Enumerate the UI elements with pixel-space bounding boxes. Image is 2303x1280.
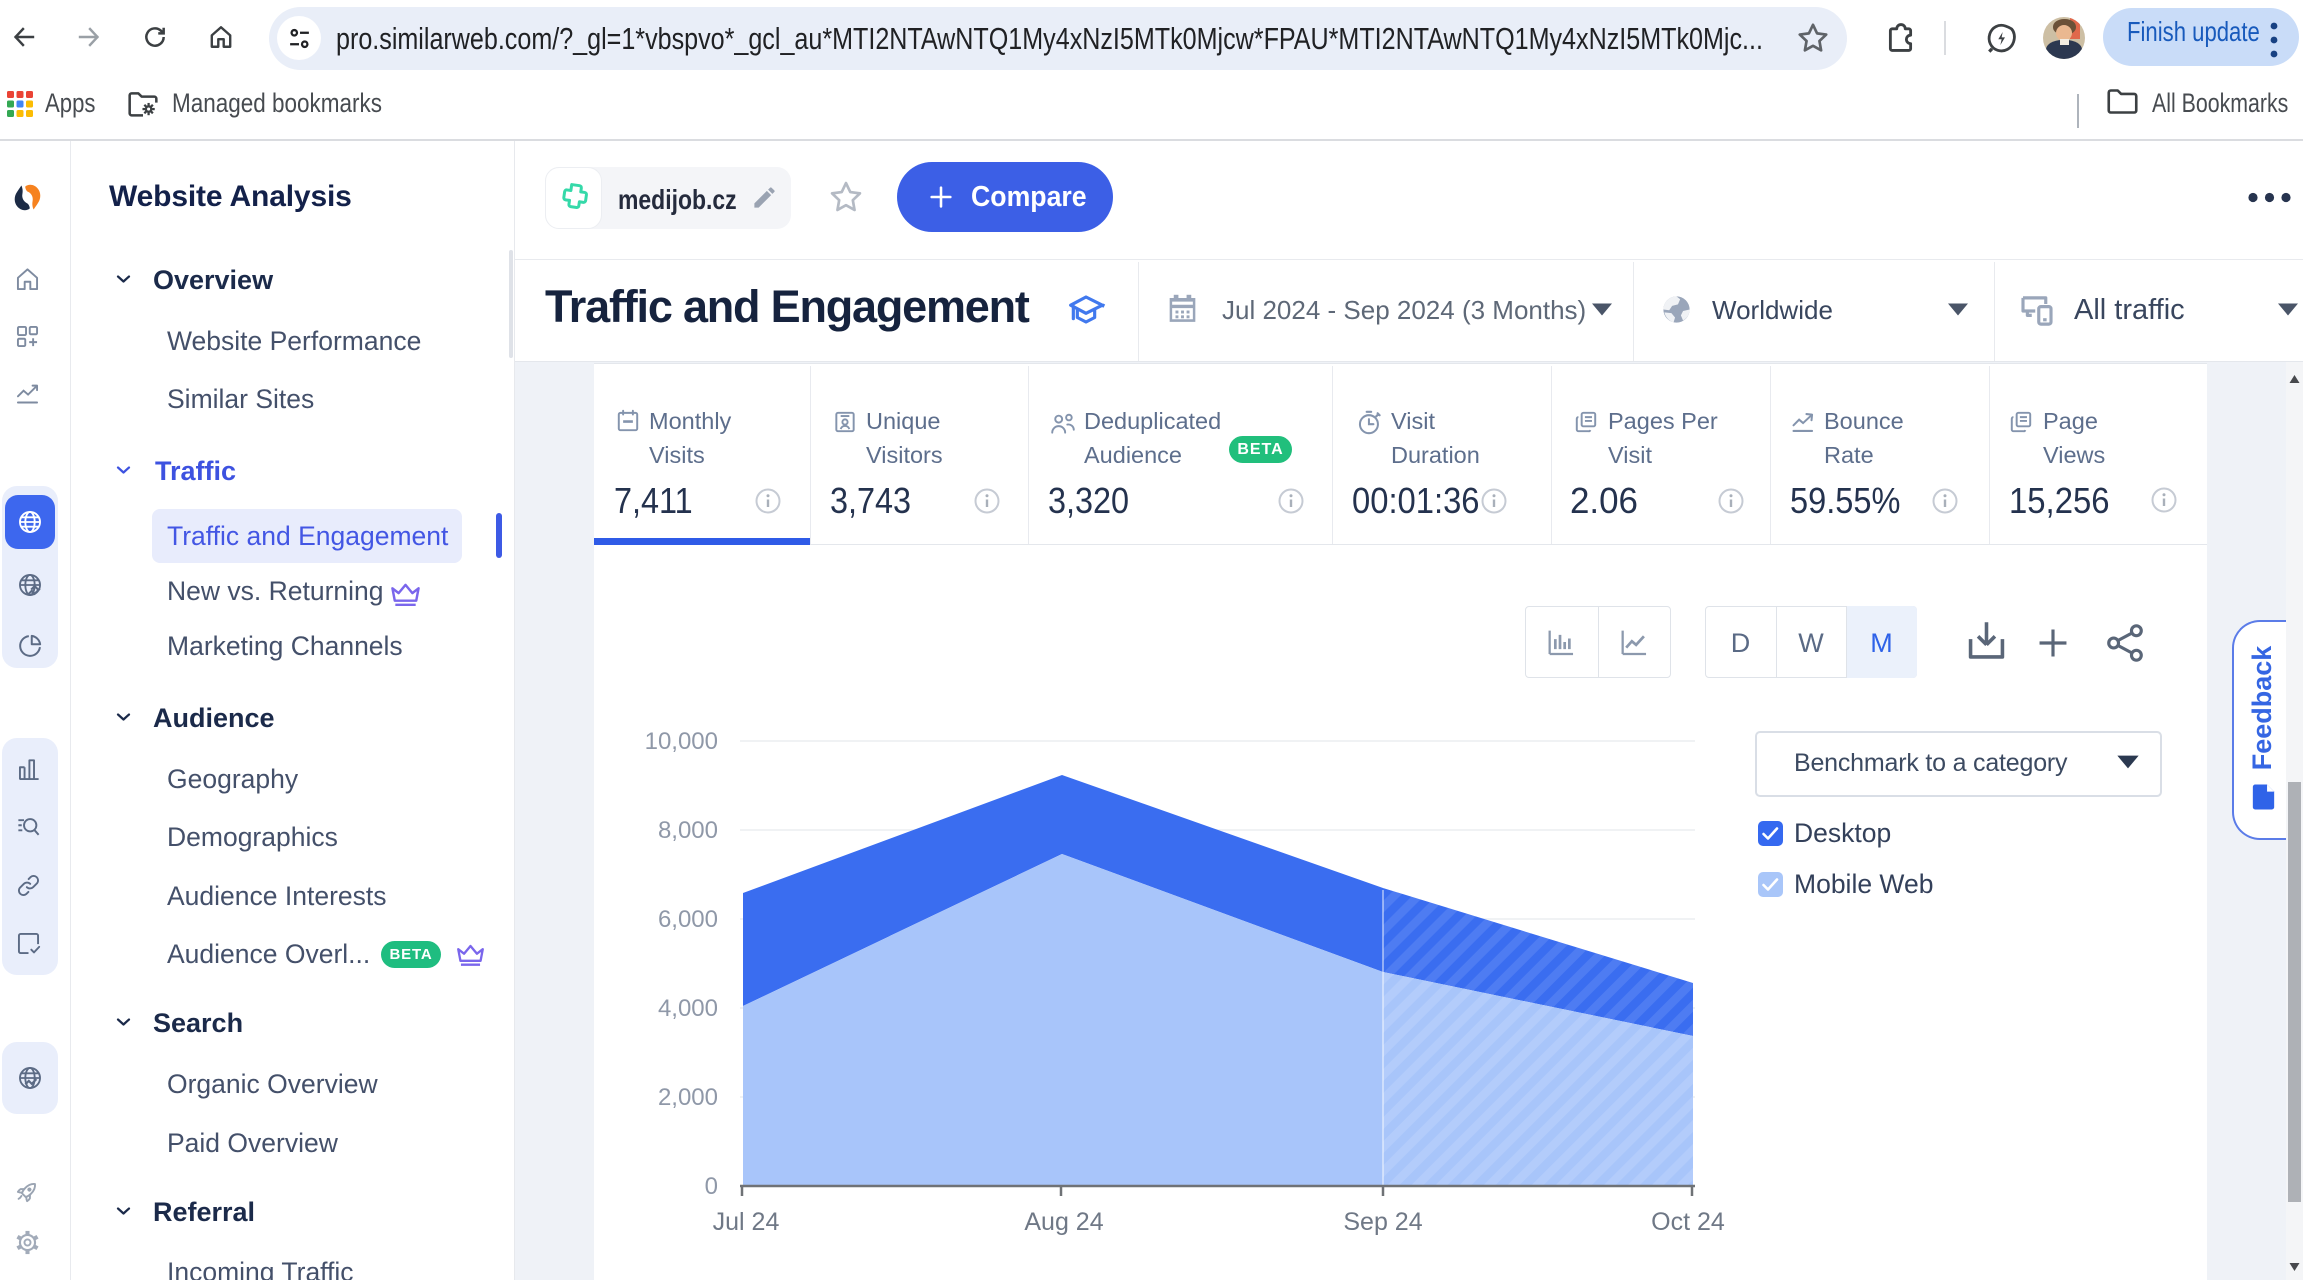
svg-text:Aug 24: Aug 24 [1024, 1208, 1103, 1236]
svg-text:2,000: 2,000 [658, 1084, 718, 1111]
svg-text:8,000: 8,000 [658, 817, 718, 844]
svg-text:10,000: 10,000 [645, 728, 718, 755]
svg-text:4,000: 4,000 [658, 995, 718, 1022]
svg-text:6,000: 6,000 [658, 906, 718, 933]
svg-text:0: 0 [705, 1173, 718, 1200]
svg-text:Jul 24: Jul 24 [713, 1208, 780, 1236]
svg-text:Oct 24: Oct 24 [1651, 1208, 1725, 1236]
svg-text:Sep 24: Sep 24 [1343, 1208, 1422, 1236]
